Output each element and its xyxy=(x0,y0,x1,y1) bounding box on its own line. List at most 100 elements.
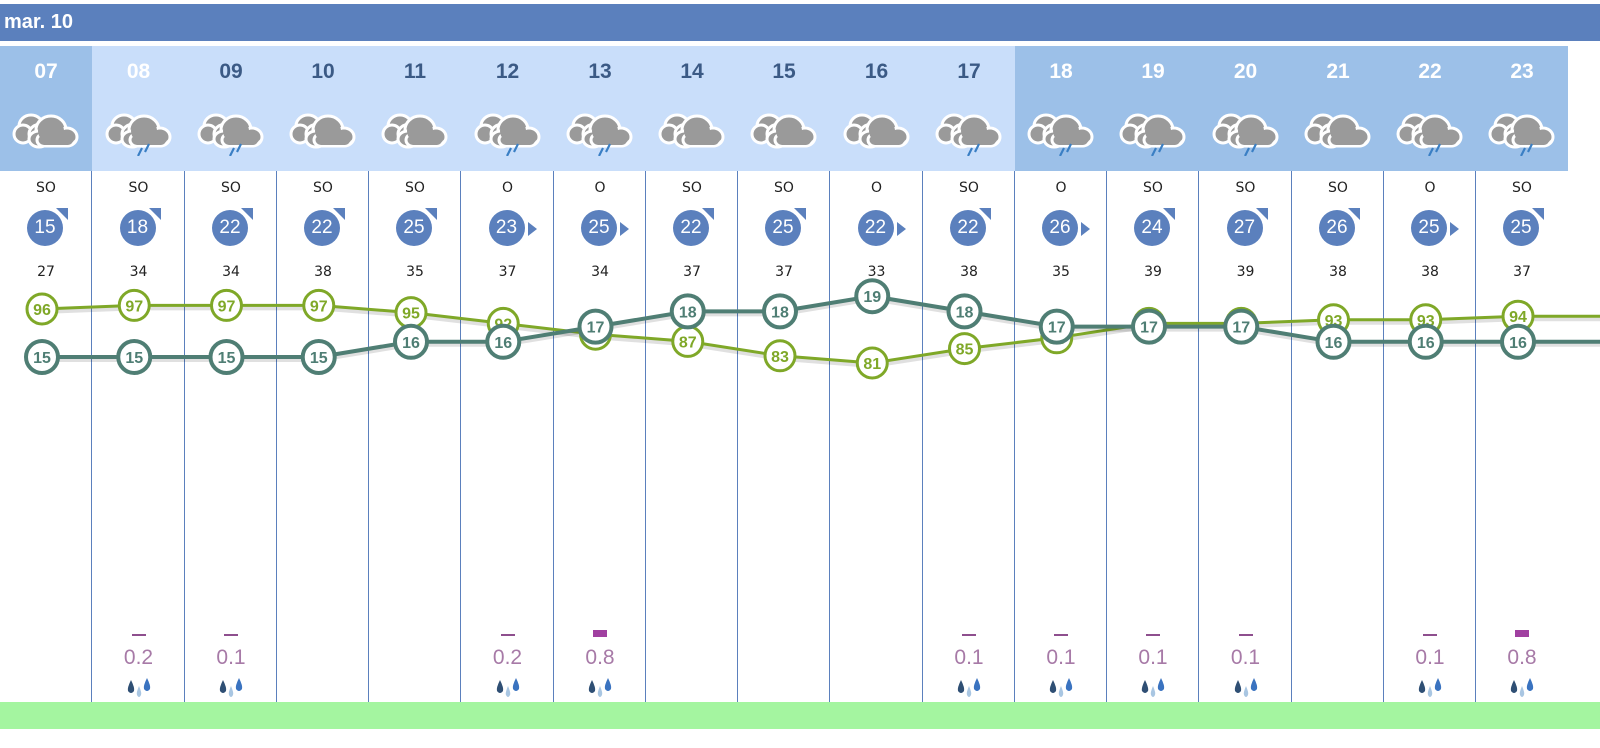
wind-gust: 34 xyxy=(591,264,609,280)
wind-gust: 39 xyxy=(1236,264,1255,280)
wind-arrow-icon xyxy=(241,208,253,220)
wind-arrow-icon xyxy=(527,222,537,236)
wind-speed-badge: 23 xyxy=(488,210,525,246)
hour-header xyxy=(1476,46,1568,171)
footer-band xyxy=(923,702,1015,729)
wind-arrow-icon xyxy=(794,208,806,220)
hour-column: 09 SO 22 34 0.1 xyxy=(185,46,277,729)
day-label: mar. 10 xyxy=(4,11,73,33)
temperature-value: 15 xyxy=(310,350,328,367)
wind-direction: SO xyxy=(959,180,979,196)
precip-amount: 0.1 xyxy=(216,646,246,669)
temperature-point: 16 xyxy=(485,323,522,360)
humidity-value: 95 xyxy=(402,306,420,323)
hour-header xyxy=(277,46,369,171)
footer-band xyxy=(277,702,369,729)
cloudy-icon xyxy=(380,104,450,156)
hour-header xyxy=(1015,46,1107,171)
precip-bar xyxy=(1054,634,1068,636)
wind-gust: 27 xyxy=(37,264,55,280)
cloudy-rain-icon xyxy=(565,104,635,157)
hour-header xyxy=(554,46,646,171)
cloudy-rain-icon xyxy=(1118,104,1188,157)
wind-gust: 34 xyxy=(129,264,148,280)
humidity-point: 97 xyxy=(302,288,336,322)
wind-arrow-icon xyxy=(1255,208,1268,220)
rain-drops-icon xyxy=(493,676,523,700)
wind-direction: SO xyxy=(313,180,333,196)
hour-column: 22 O 25 38 0.1 xyxy=(1384,46,1476,729)
footer-band xyxy=(461,702,554,729)
hour-header xyxy=(0,46,92,171)
footer-band xyxy=(1384,702,1476,729)
humidity-value: 97 xyxy=(218,298,236,315)
temperature-value: 16 xyxy=(494,335,512,352)
hour-column: 11 SO 25 35 xyxy=(369,46,461,729)
wind-gust: 38 xyxy=(960,264,978,280)
cloudy-icon xyxy=(1303,104,1373,156)
temperature-value: 17 xyxy=(587,320,605,337)
footer-band xyxy=(1015,702,1107,729)
wind-speed-badge: 22 xyxy=(304,210,340,246)
humidity-value: 81 xyxy=(863,356,881,373)
temperature-value: 17 xyxy=(1048,320,1066,337)
wind-arrow-icon xyxy=(896,222,906,236)
precip-bar xyxy=(131,634,146,636)
precip-amount: 0.2 xyxy=(492,646,523,669)
precip-amount: 0.8 xyxy=(1507,646,1537,669)
header-gap xyxy=(0,41,1600,46)
temperature-point: 18 xyxy=(669,293,706,330)
temperature-value: 18 xyxy=(679,304,697,321)
hour-column: 20 SO 27 39 0.1 xyxy=(1199,46,1292,729)
rain-drops-icon xyxy=(1507,676,1537,700)
rain-drops-icon xyxy=(1231,676,1261,700)
wind-arrow-icon xyxy=(1081,222,1090,236)
wind-direction: SO xyxy=(1328,180,1348,196)
footer-band xyxy=(830,702,923,729)
cloudy-rain-icon xyxy=(934,104,1004,157)
hour-column: 12 O 23 37 0.2 xyxy=(461,46,554,729)
wind-direction: O xyxy=(870,180,883,196)
hour-label: 10 xyxy=(311,60,335,83)
hour-label: 08 xyxy=(126,60,151,83)
footer-band xyxy=(646,702,738,729)
wind-direction: O xyxy=(501,180,514,196)
temperature-point: 15 xyxy=(24,339,60,375)
wind-speed-badge: 26 xyxy=(1042,210,1078,246)
wind-speed-badge: 22 xyxy=(857,210,894,246)
hour-label: 22 xyxy=(1418,60,1442,83)
hour-column: 10 SO 22 38 xyxy=(277,46,369,729)
temperature-point: 16 xyxy=(1407,323,1444,360)
hour-header xyxy=(646,46,738,171)
wind-arrow-icon xyxy=(1450,222,1459,236)
wind-speed-badge: 22 xyxy=(212,210,248,246)
temperature-point: 17 xyxy=(577,308,614,345)
humidity-point: 83 xyxy=(763,339,797,373)
precip-amount: 0.1 xyxy=(1230,646,1261,669)
footer-band xyxy=(1199,702,1292,729)
humidity-value: 87 xyxy=(679,334,697,351)
humidity-value: 83 xyxy=(771,349,789,366)
hour-column: 13 O 25 34 0.8 xyxy=(554,46,646,729)
precip-bar xyxy=(962,634,976,636)
temperature-point: 16 xyxy=(393,323,429,360)
wind-speed-badge: 27 xyxy=(1226,210,1263,246)
cloudy-icon xyxy=(11,104,81,156)
hour-label: 15 xyxy=(772,60,796,83)
temperature-point: 19 xyxy=(854,278,891,315)
wind-gust: 37 xyxy=(683,264,701,280)
hour-column: 08 SO 18 34 0.2 xyxy=(92,46,185,729)
hour-label: 23 xyxy=(1510,60,1534,83)
hourly-forecast-grid: 07 SO 15 27 08 xyxy=(0,46,1600,748)
rain-drops-icon xyxy=(124,676,154,700)
temperature-value: 16 xyxy=(1509,335,1527,352)
humidity-point: 97 xyxy=(210,288,243,322)
temperature-point: 15 xyxy=(208,339,245,375)
temperature-value: 15 xyxy=(33,350,51,367)
hour-header xyxy=(461,46,554,171)
precip-bar xyxy=(1238,634,1253,636)
hour-column: 17 SO 22 38 0.1 xyxy=(923,46,1015,729)
hour-label: 21 xyxy=(1326,60,1350,83)
footer-band xyxy=(554,702,646,729)
hour-label: 11 xyxy=(403,60,427,83)
